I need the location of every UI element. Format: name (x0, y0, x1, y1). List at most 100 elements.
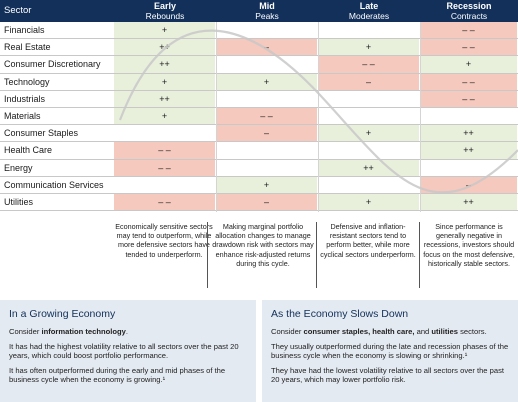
growing-economy-box: In a Growing Economy Consider informatio… (0, 300, 256, 402)
sector-name: Consumer Discretionary (4, 59, 101, 70)
rating-cell (216, 160, 317, 176)
phase-header-recession: Recession Contracts (420, 1, 518, 21)
rating-cell (216, 91, 317, 107)
column-divider (318, 22, 319, 212)
rating-cell (114, 177, 215, 193)
rating-cell: + (216, 176, 317, 193)
consider-prefix: Consider (271, 327, 304, 336)
note-recession: Since performance is generally negative … (423, 222, 515, 268)
rating-cell: + (420, 56, 517, 73)
phase-header-late: Late Moderates (318, 1, 420, 21)
slowing-consider: Consider consumer staples, health care, … (271, 327, 509, 337)
rating-cell: – (318, 73, 419, 90)
rating-cell: – – (216, 108, 317, 125)
growing-point-2: It has often outperformed during the ear… (9, 365, 226, 385)
rating-cell: – – (420, 90, 517, 107)
rating-cell (114, 125, 215, 141)
phase-name: Recession (446, 1, 492, 11)
table-row: Technology + + – – – (0, 73, 518, 91)
table-row: Energy – – ++ (0, 159, 518, 177)
rating-cell (216, 142, 317, 158)
rating-cell: – – (420, 22, 517, 39)
sector-name: Energy (4, 162, 33, 173)
rating-cell: + (114, 73, 215, 90)
rating-cell: + (318, 125, 419, 142)
consider-suffix: . (125, 327, 128, 336)
slowing-point-1: They usually outperformed during the lat… (271, 341, 509, 361)
sector-name: Health Care (4, 145, 53, 156)
rating-cell: – – (114, 142, 215, 159)
note-divider (419, 222, 420, 288)
table-row: Communication Services + – (0, 176, 518, 194)
table-row: Health Care – – ++ (0, 142, 518, 160)
consider-sectors-1: consumer staples, health care, (303, 327, 415, 336)
note-divider (207, 222, 208, 288)
rating-cell (216, 22, 317, 38)
sector-name: Technology (4, 76, 50, 87)
rating-cell: ++ (114, 56, 215, 73)
sector-name: Industrials (4, 93, 46, 104)
note-mid: Making marginal portfolio allocation cha… (212, 222, 314, 268)
slowing-economy-box: As the Economy Slows Down Consider consu… (262, 300, 518, 402)
rating-cell: ++ (318, 159, 419, 176)
growing-title: In a Growing Economy (9, 308, 116, 320)
growing-point-1: It has had the highest volatility relati… (9, 341, 239, 361)
sector-column-header: Sector (4, 5, 32, 16)
rating-cell: – – (318, 56, 419, 73)
sector-name: Materials (4, 111, 41, 121)
growing-consider: Consider information technology. (9, 327, 247, 337)
rating-cell: – – (114, 159, 215, 176)
rating-cell: ++ (420, 142, 517, 159)
rating-cell: + (114, 22, 215, 39)
consider-sector: information technology (41, 327, 126, 336)
rating-cell (318, 108, 419, 124)
rating-cell (318, 22, 419, 38)
table-row: Consumer Staples – + ++ (0, 125, 518, 143)
rating-cell: – – (420, 39, 517, 56)
sector-name: Real Estate (4, 42, 51, 53)
consider-prefix: Consider (9, 327, 42, 336)
note-divider (316, 222, 317, 288)
phase-name: Mid (259, 1, 275, 11)
sector-name: Utilities (4, 197, 34, 207)
table-row: Utilities – – – + ++ (0, 194, 518, 212)
rating-cell (318, 177, 419, 193)
rating-cell (318, 142, 419, 158)
phase-header-mid: Mid Peaks (216, 1, 318, 21)
rating-cell: ++ (114, 39, 215, 56)
rating-cell: + (318, 39, 419, 56)
rating-cell: – – (114, 194, 215, 211)
phase-sub: Rebounds (145, 11, 185, 21)
rating-cell: – – (420, 73, 517, 90)
consider-sectors-2: utilities (431, 327, 458, 336)
phase-name: Late (359, 1, 379, 11)
table-header: Sector Early Rebounds Mid Peaks Late Mod… (0, 0, 518, 22)
rating-cell (420, 160, 517, 176)
rating-cell: + (318, 194, 419, 211)
table-row: Financials + – – (0, 22, 518, 40)
table-row: Real Estate ++ – + – – (0, 39, 518, 57)
rating-cell (216, 56, 317, 72)
slowing-title: As the Economy Slows Down (271, 308, 409, 320)
sector-name: Financials (4, 25, 45, 35)
table-row: Materials + – – (0, 108, 518, 126)
table-row: Industrials ++ – – (0, 90, 518, 108)
rating-cell: ++ (420, 125, 517, 142)
note-early: Economically sensitive sectors may tend … (115, 222, 213, 259)
rating-cell: + (114, 108, 215, 125)
sector-name: Communication Services (4, 179, 104, 190)
column-divider (216, 22, 217, 212)
column-divider (420, 22, 421, 212)
consider-mid: and (414, 327, 432, 336)
rating-cell: ++ (114, 90, 215, 107)
note-late: Defensive and inflation-resistant sector… (320, 222, 416, 259)
slowing-point-2: They have had the lowest volatility rela… (271, 365, 504, 385)
table-row: Consumer Discretionary ++ – – + (0, 56, 518, 74)
phase-name: Early (153, 1, 177, 11)
phase-sub: Peaks (255, 11, 279, 21)
rating-cell: + (216, 73, 317, 90)
rating-cell: – (216, 39, 317, 56)
rating-cell: – (216, 125, 317, 142)
phase-sub: Moderates (348, 11, 390, 21)
rating-cell: – (420, 176, 517, 193)
